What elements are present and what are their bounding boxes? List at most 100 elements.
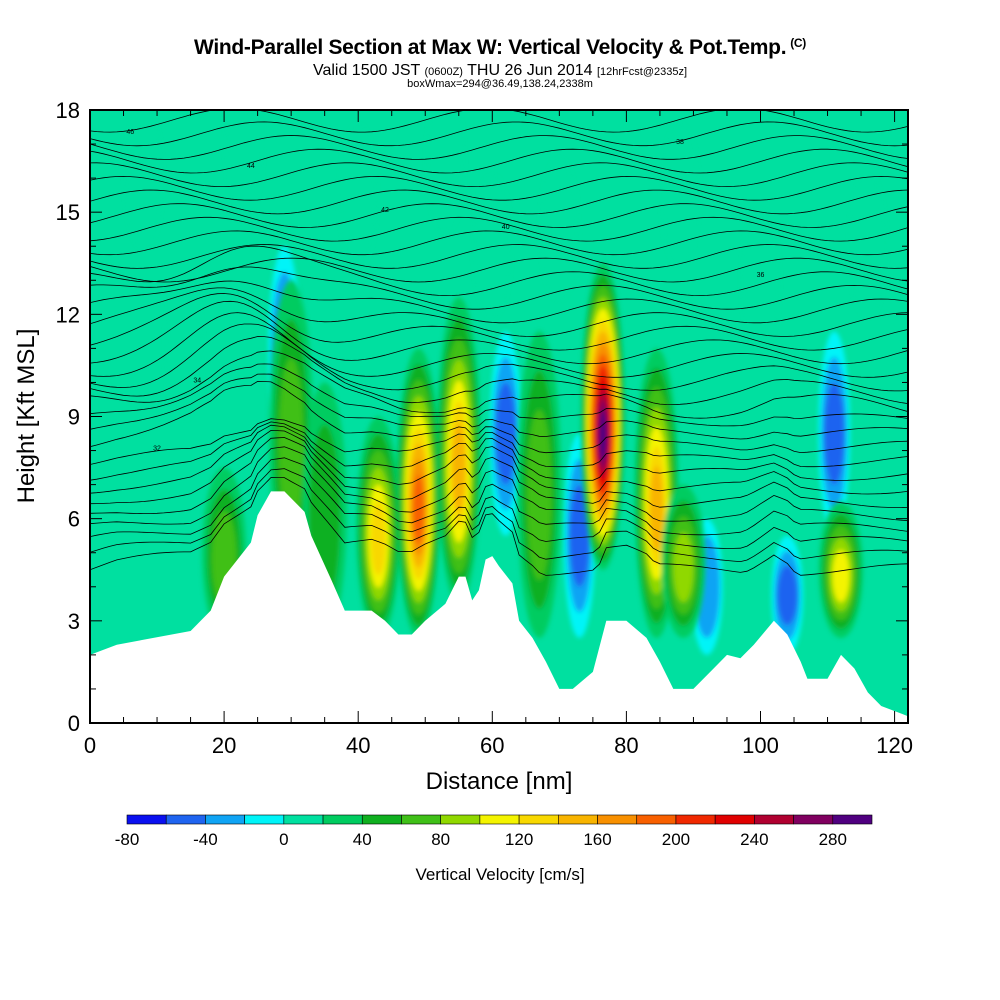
isentrope-label: 46 (126, 129, 134, 136)
colorbar-swatch (244, 814, 285, 825)
x-tick-label: 100 (742, 733, 779, 758)
colorbar-swatch (401, 814, 441, 825)
isentrope-line (90, 429, 908, 508)
x-tick-label: 120 (876, 733, 913, 758)
isentrope-line (90, 437, 908, 522)
isentrope-line (90, 216, 908, 242)
valid-time-line: Valid 1500 JST (0600Z) THU 26 Jun 2014 [… (0, 62, 1000, 80)
downdraft-cell (824, 382, 845, 485)
isentrope-label: 32 (153, 446, 161, 453)
colorbar-swatch (322, 814, 363, 825)
isentrope-line (90, 350, 908, 419)
colorbar-tick-label: 160 (583, 830, 611, 849)
isentrope-line (90, 323, 908, 392)
colorbar-swatch (832, 814, 873, 825)
chart-title: Wind-Parallel Section at Max W: Vertical… (0, 36, 1000, 60)
colorbar-swatch (754, 814, 794, 825)
downdraft-cell (569, 484, 590, 587)
isentrope-line (90, 373, 908, 440)
isentrope-layer: 46 44 42 40 38 36 34 32 (90, 110, 908, 576)
isentrope-line (90, 457, 908, 549)
colorbar-swatch (126, 814, 167, 825)
weak-ascent-cell (849, 176, 886, 317)
updraft-cell (599, 411, 607, 461)
updraft-cell (650, 465, 664, 552)
isentrope-line (90, 293, 908, 351)
colorbar-tick-label: 280 (819, 830, 847, 849)
colorbar-label: Vertical Velocity [cm/s] (415, 865, 584, 884)
colorbar-tick-label: 40 (353, 830, 372, 849)
isentrope-line (90, 110, 908, 133)
isentrope-line (90, 363, 908, 427)
isentrope-line (90, 280, 908, 324)
weak-ascent-cell (165, 278, 202, 419)
chart-title-text: Wind-Parallel Section at Max W: Vertical… (194, 36, 787, 59)
colorbar-swatch (361, 814, 402, 825)
colorbar-swatch (793, 814, 834, 825)
weak-ascent-cell (427, 110, 464, 232)
x-axis-label: Distance [nm] (426, 768, 573, 795)
valid-prefix: Valid 1500 JST (312, 62, 420, 79)
x-tick-label: 20 (212, 733, 236, 758)
isentrope-line (90, 175, 908, 201)
isentrope-label: 40 (502, 224, 510, 231)
terrain (90, 491, 908, 723)
isentrope-line (90, 245, 908, 297)
isentrope-line (90, 477, 908, 576)
isentrope-line (90, 312, 908, 378)
colorbar-tick-label: 80 (431, 830, 450, 849)
isentrope-line (90, 189, 908, 215)
downdraft-cell (777, 565, 798, 626)
colorbar-swatch (636, 814, 677, 825)
isentrope-line (90, 135, 908, 160)
colorbar-swatch (440, 814, 481, 825)
downdraft-layer (268, 246, 851, 655)
colorbar-swatch (714, 814, 755, 825)
colorbar-swatch (205, 814, 245, 825)
isentrope-label: 34 (193, 377, 201, 384)
colorbar-swatch (558, 814, 598, 825)
colorbar-swatch (675, 814, 716, 825)
isentrope-line (90, 300, 908, 365)
colorbar-tick-label: 240 (740, 830, 768, 849)
y-tick-label: 12 (56, 302, 80, 327)
isentrope-line (90, 418, 908, 468)
isentrope-line (90, 244, 908, 269)
isentrope-line (90, 162, 908, 188)
colorbar-swatch (479, 814, 520, 825)
isentrope-line (90, 468, 908, 563)
colorbar-swatch (518, 814, 559, 825)
colorbar-tick-label: 120 (505, 830, 533, 849)
weak-ascent-cell (340, 125, 377, 266)
box-info: boxWmax=294@36.49,138.24,2338m (407, 78, 593, 90)
updraft-cell (452, 421, 466, 512)
updraft-cell (370, 501, 386, 576)
y-tick-label: 0 (68, 711, 80, 736)
colorbar-swatch (597, 814, 638, 825)
isentrope-line (90, 203, 908, 228)
updraft-cell (413, 475, 424, 545)
x-tick-label: 60 (480, 733, 504, 758)
isentrope-line (90, 148, 908, 174)
isentrope-line (90, 380, 908, 454)
isentrope-line (90, 121, 908, 147)
colorbar-tick-label: 200 (662, 830, 690, 849)
colorbar-swatch (283, 814, 324, 825)
y-tick-label: 3 (68, 609, 80, 634)
weak-ascent-cell (742, 210, 779, 351)
isentrope-label: 44 (247, 163, 255, 170)
weak-ascent-cell (662, 125, 699, 266)
colorbar-tick-label: 0 (279, 830, 288, 849)
forecast-info: [12hrFcst@2335z] (596, 66, 688, 78)
colorbar-tick-label: -80 (115, 830, 140, 849)
colorbar: -80 -40 0 40 80 120 160 200 240 280 (115, 814, 873, 849)
updraft-layer (202, 263, 863, 638)
colorbar-tick-label: -40 (193, 830, 218, 849)
weak-ascent-cell (226, 110, 263, 215)
isentrope-line (90, 266, 908, 310)
isentrope-line (90, 421, 908, 481)
y-tick-label: 15 (56, 200, 80, 225)
isentrope-line (90, 230, 908, 256)
